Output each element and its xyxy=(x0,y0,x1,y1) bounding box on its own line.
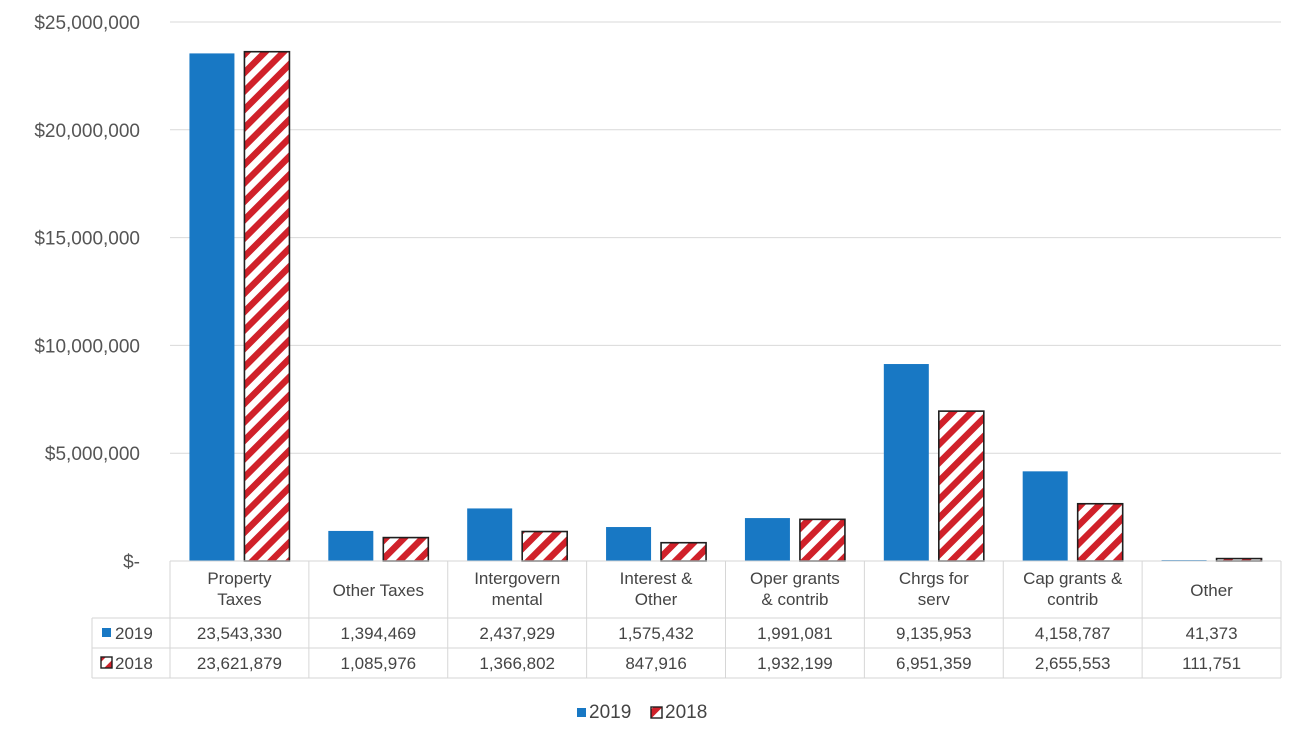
data-label: 6,951,359 xyxy=(896,654,972,673)
y-tick-label: $15,000,000 xyxy=(34,229,140,250)
data-label: 23,621,879 xyxy=(197,654,282,673)
y-tick-label: $20,000,000 xyxy=(34,121,140,142)
data-label: 2,437,929 xyxy=(479,624,555,643)
y-tick-label: $- xyxy=(123,552,140,573)
bar-2019 xyxy=(744,518,790,561)
legend-label-2019: 2019 xyxy=(589,702,631,723)
bar-2019 xyxy=(1022,471,1068,561)
row-header: 2018 xyxy=(115,654,153,673)
bar-2019 xyxy=(328,530,374,561)
bar-2018 xyxy=(938,410,985,562)
data-label: 41,373 xyxy=(1186,624,1238,643)
row-header: 2019 xyxy=(115,624,153,643)
bar-2018 xyxy=(799,518,846,562)
bar-2019 xyxy=(189,53,235,562)
category-label: serv xyxy=(918,590,951,609)
y-axis-tick-labels: $- $5,000,000 $10,000,000 $15,000,000 $20,00… xyxy=(34,13,140,573)
legend-key-2019 xyxy=(577,708,586,717)
category-label: Cap grants & xyxy=(1023,569,1123,588)
data-label: 1,991,081 xyxy=(757,624,833,643)
data-table: Property Taxes Other Taxes Intergovern menta… xyxy=(91,560,1282,679)
bar-2019 xyxy=(467,508,513,561)
category-label: Property xyxy=(207,569,272,588)
category-label: Intergovern xyxy=(474,569,560,588)
data-label: 1,932,199 xyxy=(757,654,833,673)
category-label: Oper grants xyxy=(750,569,840,588)
bar-2019 xyxy=(883,364,929,561)
data-label: 1,394,469 xyxy=(340,624,416,643)
bar-2019 xyxy=(606,527,652,561)
data-label: 1,575,432 xyxy=(618,624,694,643)
category-label: Other Taxes xyxy=(333,581,424,600)
data-label: 1,366,802 xyxy=(479,654,555,673)
bars xyxy=(189,50,1263,562)
category-label: mental xyxy=(492,590,543,609)
data-label: 111,751 xyxy=(1182,654,1241,673)
category-label: Interest & xyxy=(620,569,693,588)
bar-2018 xyxy=(1076,502,1124,562)
category-label: Chrgs for xyxy=(899,569,969,588)
data-label: 4,158,787 xyxy=(1035,624,1111,643)
bar-2018 xyxy=(243,50,291,562)
gridlines xyxy=(170,21,1281,454)
y-tick-label: $10,000,000 xyxy=(34,336,140,357)
data-label: 847,916 xyxy=(625,654,686,673)
data-label: 1,085,976 xyxy=(340,654,416,673)
y-tick-label: $25,000,000 xyxy=(34,13,140,34)
category-label: Other xyxy=(635,590,678,609)
row-key-2019 xyxy=(102,628,111,637)
category-label: Taxes xyxy=(217,590,261,609)
bar-2018 xyxy=(382,536,430,562)
row-key-2018 xyxy=(100,656,113,669)
category-label: contrib xyxy=(1047,590,1098,609)
data-label: 9,135,953 xyxy=(896,624,972,643)
bar-2018 xyxy=(660,541,707,562)
legend-key-2018 xyxy=(650,706,663,719)
category-label: & contrib xyxy=(761,590,828,609)
y-tick-label: $5,000,000 xyxy=(45,444,140,465)
category-label: Other xyxy=(1190,581,1233,600)
legend-label-2018: 2018 xyxy=(665,702,707,723)
bar-2018 xyxy=(521,530,568,562)
data-label: 23,543,330 xyxy=(197,624,282,643)
data-label: 2,655,553 xyxy=(1035,654,1111,673)
legend: 2019 2018 xyxy=(577,702,707,723)
